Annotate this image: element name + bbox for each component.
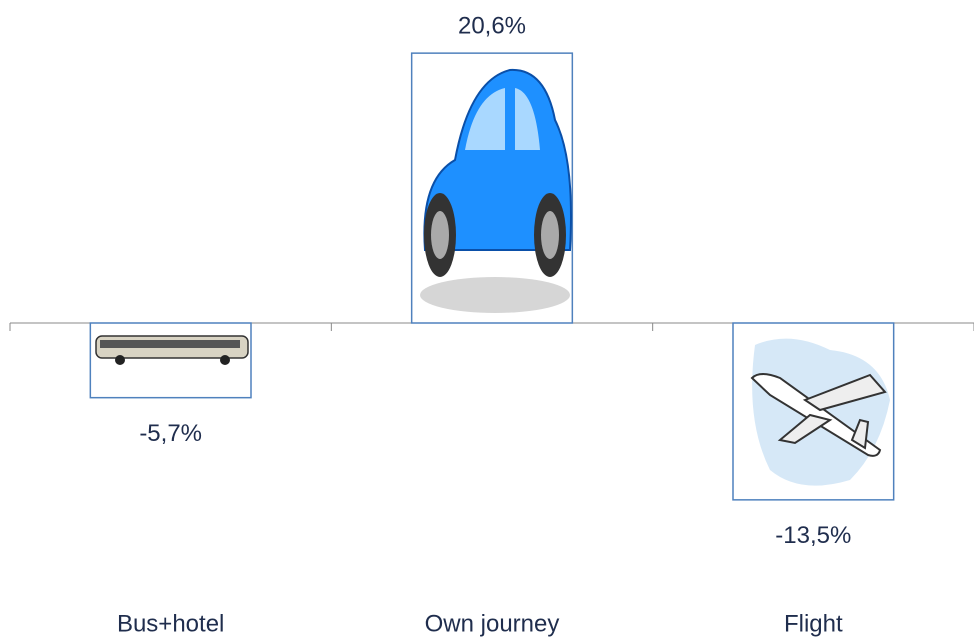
x-tick-label: Own journey bbox=[425, 610, 560, 637]
value-label: -5,7% bbox=[139, 420, 202, 447]
x-tick-label: Bus+hotel bbox=[117, 610, 224, 637]
value-label: -13,5% bbox=[775, 522, 851, 549]
x-tick-label: Flight bbox=[784, 610, 843, 637]
icons bbox=[96, 70, 890, 486]
value-label: 20,6% bbox=[458, 12, 526, 39]
chart: -5,7% Bus+hotel 20,6% Own journey -13,5% Flig… bbox=[0, 0, 974, 639]
